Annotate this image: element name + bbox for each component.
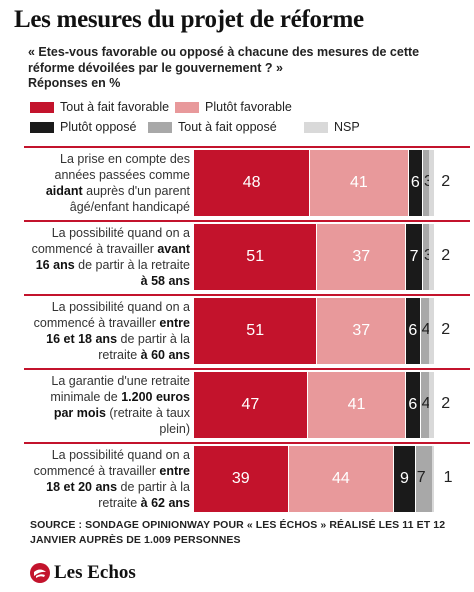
bar-segment: 9 (393, 446, 415, 512)
data-label: 9 (400, 470, 409, 487)
legend-label: Plutôt opposé (60, 120, 137, 134)
data-label: 2 (441, 247, 451, 264)
bar-segment (414, 446, 432, 512)
legend-swatch (175, 101, 199, 113)
row-label: La possibilité quand on a commencé à tra… (33, 448, 190, 510)
data-label: 7 (409, 248, 419, 265)
bar-segment: 44 (287, 446, 394, 512)
bar-segment (422, 224, 430, 290)
bar-segment (422, 150, 430, 216)
row-label: La prise en compte des années passées co… (45, 152, 190, 214)
legend-item: Tout à fait opposé (148, 120, 277, 134)
legend-item: Plutôt favorable (175, 100, 292, 114)
chart-title: Les mesures du projet de réforme (14, 6, 364, 33)
bar-segment (429, 150, 434, 216)
bar-segment: 51 (194, 224, 317, 290)
chart-subtitle: « Etes-vous favorable ou opposé à chacun… (28, 45, 420, 75)
row-separator (24, 294, 470, 296)
source-note: SOURCE : SONDAGE OPINIONWAY POUR « LES É… (30, 519, 446, 546)
row-label: La possibilité quand on a commencé à tra… (31, 226, 190, 288)
data-label: 2 (441, 173, 451, 190)
bar-segment: 7 (405, 224, 422, 290)
bar-segment: 6 (405, 372, 420, 438)
data-label: 39 (231, 470, 250, 487)
data-label: 6 (410, 174, 420, 191)
data-label: 3 (424, 173, 433, 191)
data-label: 2 (441, 321, 451, 338)
bar-segment (419, 372, 430, 438)
bar-segment: 48 (194, 150, 310, 216)
legend-swatch (30, 101, 54, 113)
row-separator (24, 220, 470, 222)
data-label: 48 (242, 174, 261, 191)
data-label: 4 (421, 321, 431, 338)
legend-label: Plutôt favorable (205, 100, 292, 114)
bar-segment: 6 (407, 150, 422, 216)
data-label: 6 (408, 322, 418, 339)
row-label: La possibilité quand on a commencé à tra… (33, 300, 190, 362)
row-separator (24, 146, 470, 148)
bar-segment: 41 (309, 150, 408, 216)
legend-swatch (30, 121, 54, 133)
data-label: 6 (408, 396, 418, 413)
data-label: 3 (424, 247, 433, 265)
row-label: La garantie d'une retraite minimale de 1… (50, 374, 190, 436)
bar-segment: 6 (405, 298, 420, 364)
legend-label: Tout à fait favorable (60, 100, 170, 114)
logo-mark-icon (30, 563, 50, 583)
data-label: 37 (352, 322, 371, 339)
legend-item: Plutôt opposé (30, 120, 136, 134)
bar-segment: 47 (194, 372, 307, 438)
row-separator (24, 368, 470, 370)
data-label: 51 (246, 322, 265, 339)
data-label: 7 (416, 469, 426, 486)
bar-segment (419, 298, 430, 364)
legend-item: Tout à fait favorable (30, 100, 169, 114)
legend-label: Tout à fait opposé (178, 120, 277, 134)
data-label: 41 (347, 396, 366, 413)
data-label: 4 (421, 395, 431, 412)
legend-swatch (148, 121, 172, 133)
bar-segment (429, 224, 434, 290)
data-label: 2 (441, 395, 451, 412)
bar-segment (429, 372, 434, 438)
logo-text: Les Echos (54, 562, 136, 583)
unit-label: Réponses en % (28, 76, 121, 90)
data-label: 41 (349, 174, 368, 191)
legend-item: NSP (304, 120, 360, 134)
data-label: 51 (246, 248, 265, 265)
legend-swatch (304, 121, 328, 133)
bar-segment (431, 446, 434, 512)
bar-segment: 51 (194, 298, 317, 364)
bar-segment: 37 (316, 298, 406, 364)
data-label: 37 (352, 248, 371, 265)
bar-segment: 37 (316, 224, 406, 290)
les-echos-logo: Les Echos (30, 562, 136, 584)
data-label: 47 (241, 396, 260, 413)
bar-segment: 41 (306, 372, 406, 438)
data-label: 44 (331, 470, 350, 487)
bar-segment: 39 (194, 446, 288, 512)
legend-label: NSP (334, 120, 360, 134)
bar-segment (429, 298, 434, 364)
row-separator (24, 442, 470, 444)
data-label: 1 (443, 469, 453, 486)
